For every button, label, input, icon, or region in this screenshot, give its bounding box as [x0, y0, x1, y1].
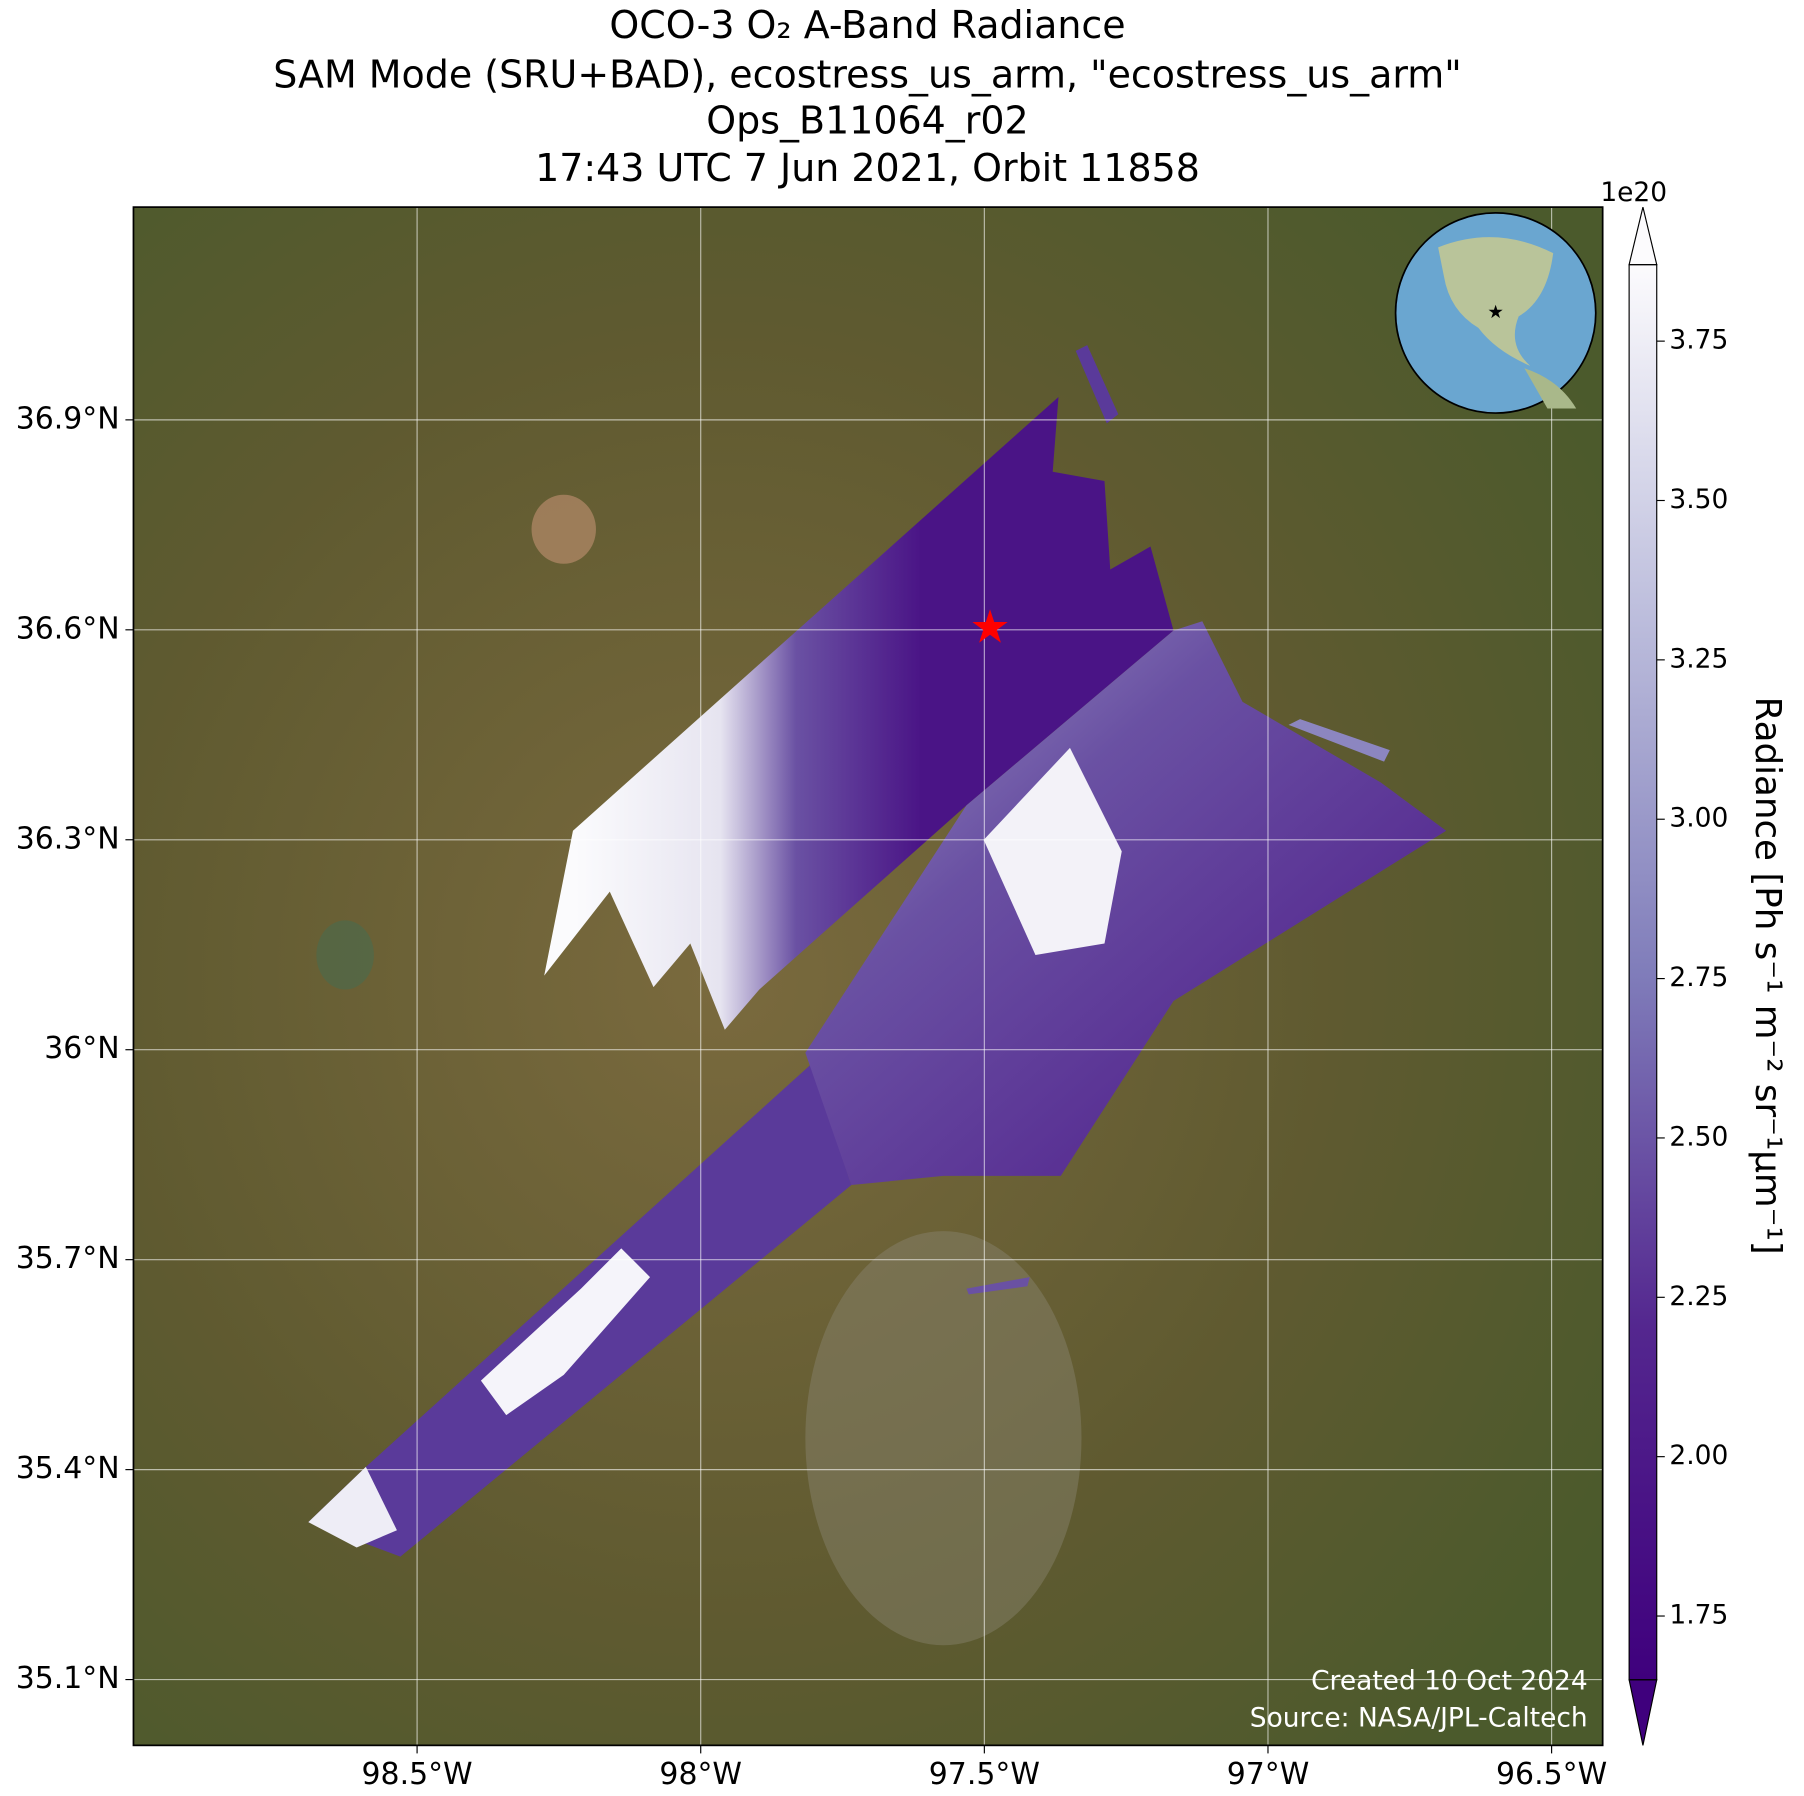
- swath-north: [544, 396, 1174, 1030]
- colorbar-frame: [1628, 264, 1658, 1681]
- colorbar-label: Radiance [Ph s⁻¹ m⁻² sr⁻¹μm⁻¹]: [1747, 697, 1788, 1255]
- colorbar-tick-label: 2.00: [1669, 1440, 1728, 1471]
- credit: Created 10 Oct 2024: [1311, 1666, 1588, 1697]
- globe-land: [1438, 237, 1554, 366]
- colorbar-tick-label: 1.75: [1669, 1600, 1728, 1631]
- colorbar-tick-label: 2.25: [1669, 1281, 1728, 1312]
- inset-globe: ★: [1394, 212, 1597, 414]
- colorbar: 1e20 Radiance [Ph s⁻¹ m⁻² sr⁻¹μm⁻¹] 1.75…: [1600, 177, 1788, 1746]
- x-tick-label: 98°W: [659, 1757, 742, 1792]
- grid: [133, 207, 1603, 1746]
- map-frame: [132, 206, 1604, 1747]
- swath-fragment: [966, 1277, 1030, 1295]
- lake: [316, 920, 374, 990]
- y-tick-label: 35.7°N: [16, 1241, 120, 1276]
- globe-star: ★: [1487, 302, 1504, 323]
- map-area: ★ ★ Created 10 Oct 2024 Source: NASA/JPL…: [133, 207, 1603, 1746]
- globe-land: [1524, 368, 1577, 409]
- city: [805, 1231, 1082, 1646]
- title-line: Ops_B11064_r02: [706, 99, 1028, 143]
- title-line: 17:43 UTC 7 Jun 2021, Orbit 11858: [535, 146, 1200, 190]
- y-tick-label: 35.1°N: [16, 1661, 120, 1696]
- x-tick-label: 98.5°W: [362, 1757, 473, 1792]
- swath: [308, 345, 1447, 1557]
- colorbar-tick-label: 2.50: [1669, 1121, 1728, 1152]
- credit: Source: NASA/JPL-Caltech: [1250, 1702, 1588, 1733]
- y-tick-label: 36.6°N: [16, 611, 120, 646]
- x-tick-label: 97°W: [1227, 1757, 1310, 1792]
- lake: [531, 494, 596, 564]
- colorbar-tick-label: 3.75: [1669, 325, 1728, 356]
- title: OCO-3 O₂ A-Band Radiance SAM Mode (SRU+B…: [273, 3, 1462, 190]
- x-tick-label: 96.5°W: [1496, 1757, 1607, 1792]
- swath-bright: [308, 1466, 397, 1548]
- colorbar-extend: [1628, 206, 1658, 266]
- colorbar-tick-label: 3.50: [1669, 484, 1728, 515]
- y-tick-label: 35.4°N: [16, 1451, 120, 1486]
- y-tick-label: 36.9°N: [16, 401, 120, 436]
- colorbar-tick-label: 2.75: [1669, 962, 1728, 993]
- axes: 98.5°W 98°W 97.5°W 97°W 96.5°W 35.1°N 35.4°N 35…: [16, 401, 1607, 1791]
- x-tick-label: 97.5°W: [929, 1757, 1040, 1792]
- title-line: SAM Mode (SRU+BAD), ecostress_us_arm, "e…: [273, 53, 1462, 97]
- swath-fragment: [1288, 719, 1390, 762]
- site-marker: ★: [969, 599, 1010, 653]
- site: ★: [969, 599, 1010, 653]
- swath-bright: [983, 747, 1122, 955]
- swath-bright: [480, 1248, 651, 1416]
- y-tick-label: 36°N: [44, 1031, 119, 1066]
- colorbar-tick-label: 3.00: [1669, 803, 1728, 834]
- colorbar-extend: [1628, 1679, 1658, 1746]
- colorbar-offset: 1e20: [1600, 177, 1667, 208]
- y-tick-label: 36.3°N: [16, 821, 120, 856]
- swath-south: [805, 621, 1447, 1186]
- colorbar-gradient: [1629, 264, 1657, 1680]
- title-line: OCO-3 O₂ A-Band Radiance: [609, 3, 1125, 47]
- colorbar-tick-label: 3.25: [1669, 643, 1728, 674]
- swath-fragment: [1075, 345, 1119, 424]
